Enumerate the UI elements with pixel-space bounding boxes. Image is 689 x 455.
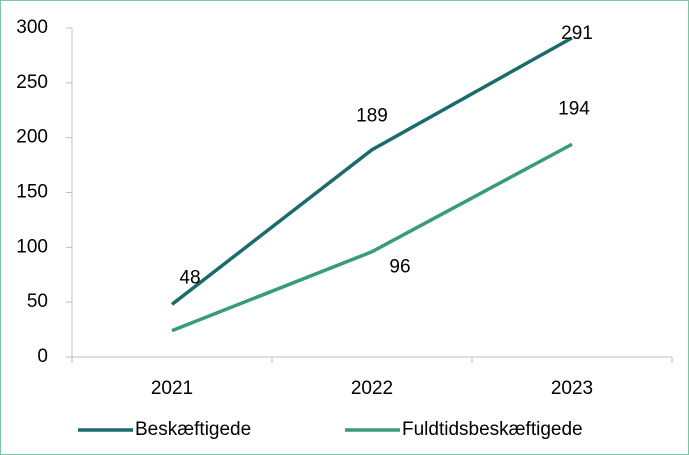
y-tick-label: 300 bbox=[16, 17, 48, 38]
data-label: 48 bbox=[179, 267, 200, 288]
y-tick-label: 100 bbox=[16, 236, 48, 257]
y-tick-label: 0 bbox=[37, 346, 48, 367]
series-line bbox=[171, 142, 573, 333]
series-line bbox=[170, 36, 573, 306]
data-label: 189 bbox=[356, 106, 388, 127]
x-tick-label: 2021 bbox=[151, 378, 193, 399]
x-tick-label: 2022 bbox=[351, 378, 393, 399]
y-tick-label: 50 bbox=[27, 291, 48, 312]
x-tick-label: 2023 bbox=[551, 378, 593, 399]
legend-label: Fuldtidsbeskæftigede bbox=[402, 419, 583, 440]
y-tick-label: 150 bbox=[16, 182, 48, 203]
data-label: 291 bbox=[561, 23, 593, 44]
legend-label: Beskæftigede bbox=[135, 419, 251, 440]
data-label: 96 bbox=[389, 257, 410, 278]
y-tick-label: 200 bbox=[16, 127, 48, 148]
y-tick-label: 250 bbox=[16, 72, 48, 93]
data-label: 194 bbox=[558, 98, 590, 119]
